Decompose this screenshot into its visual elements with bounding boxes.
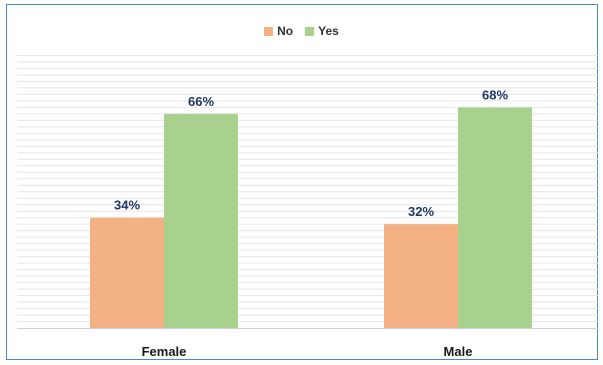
x-tick-label-male: Male <box>444 344 473 359</box>
legend: No Yes <box>0 24 603 38</box>
data-label-no-male: 32% <box>408 204 434 219</box>
data-label-yes-female: 66% <box>188 94 214 109</box>
legend-item-yes: Yes <box>305 24 339 38</box>
legend-label-yes: Yes <box>318 24 339 38</box>
legend-item-no: No <box>264 24 293 38</box>
bar-yes-male <box>458 107 532 328</box>
bar-no-female <box>90 217 164 328</box>
data-label-yes-male: 68% <box>482 87 508 102</box>
bar-no-male <box>384 224 458 328</box>
legend-swatch-no <box>264 26 274 36</box>
legend-swatch-yes <box>305 26 315 36</box>
data-label-no-female: 34% <box>114 198 140 213</box>
x-tick-label-female: Female <box>142 344 187 359</box>
legend-label-no: No <box>277 24 294 38</box>
bar-yes-female <box>164 113 238 328</box>
